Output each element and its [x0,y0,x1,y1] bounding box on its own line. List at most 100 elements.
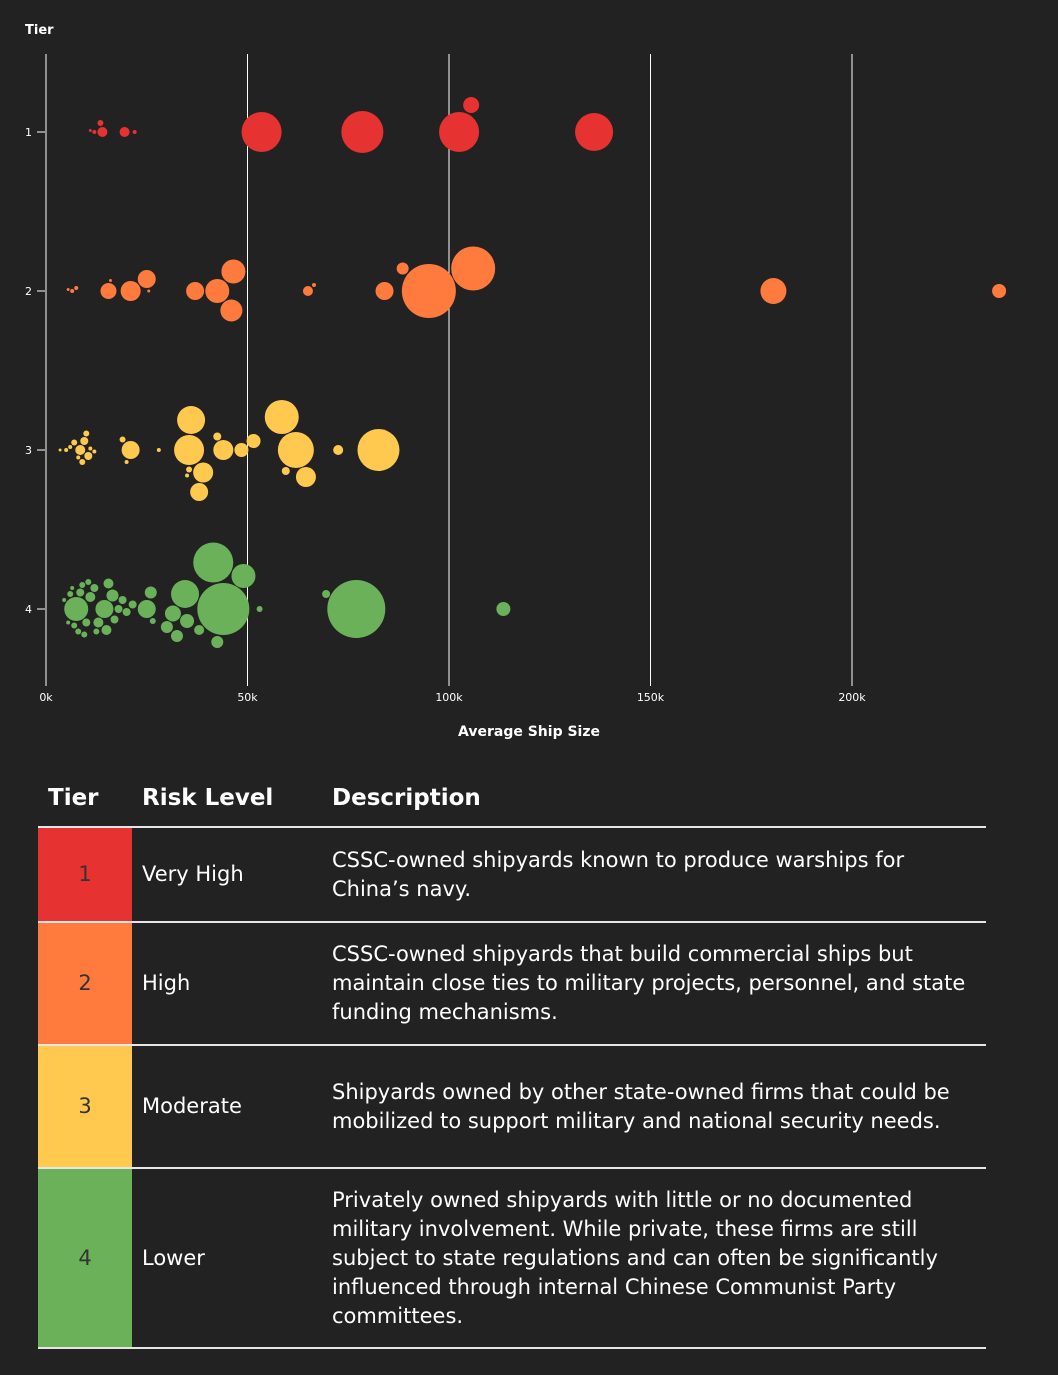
x-axis: 0k 50k 100k 150k 200k [39,691,866,704]
tier-cell: 1 [38,827,132,923]
bubble-tier-2 [137,270,156,288]
bubble-tier-3 [264,400,299,434]
bubble-tier-2 [147,289,151,293]
bubble-tier-4 [149,618,156,624]
bubble-tier-2 [100,283,117,299]
bubble-tier-4 [71,622,78,629]
bubbles [58,97,1007,648]
bubble-tier-4 [160,621,173,633]
bubble-tier-2 [186,282,205,300]
bubble-tier-4 [66,620,71,625]
bubble-tier-3 [84,452,93,460]
bubble-tier-3 [76,455,81,460]
bubble-tier-1 [97,120,104,126]
bubble-tier-4 [211,636,224,648]
bubble-tier-1 [463,97,480,113]
bubble-tier-4 [95,600,114,618]
bubble-tier-1 [575,113,614,151]
bubble-tier-3 [186,466,193,473]
bubble-tier-3 [213,440,234,460]
bubble-tier-3 [193,462,214,483]
bubble-tier-3 [281,467,290,475]
bubble-tier-1 [92,130,97,134]
bubble-tier-4 [194,625,205,635]
y-tick-label: 1 [25,126,32,139]
bubble-tier-4 [62,598,67,602]
bubble-tier-1 [241,112,282,152]
bubble-tier-4 [64,597,89,621]
bubble-tier-1 [341,111,384,153]
bubble-tier-2 [302,286,313,296]
bubble-tier-4 [82,618,91,627]
bubble-tier-2 [70,289,75,293]
bubble-tier-4 [110,615,119,624]
bubble-tier-3 [68,445,73,449]
bubble-tier-4 [79,582,86,588]
risk-cell: Lower [132,1168,322,1349]
tier-cell: 3 [38,1045,132,1169]
bubble-tier-3 [234,443,249,457]
bubble-tier-4 [322,590,331,598]
bubble-tier-3 [277,432,314,468]
bubble-tier-3 [121,441,140,459]
bubble-tier-4 [103,578,114,589]
table-header-row: Tier Risk Level Description [38,770,986,828]
bubble-tier-1 [439,112,480,152]
bubble-tier-4 [256,606,263,612]
bubble-tier-2 [220,299,243,322]
bubble-tier-4 [193,542,234,583]
table-row: 4 Lower Privately owned shipyards with l… [38,1168,986,1349]
y-axis: 1 2 3 4 [25,126,45,616]
header-risk-level: Risk Level [132,770,322,828]
bubble-tier-4 [75,628,82,635]
x-tick-label: 200k [838,691,866,704]
y-axis-title: Tier [25,23,54,38]
bubble-tier-3 [174,435,205,465]
bubble-tier-3 [58,448,62,452]
risk-cell: Moderate [132,1045,322,1169]
bubble-tier-3 [213,432,222,441]
table-row: 2 High CSSC-owned shipyards that build c… [38,922,986,1046]
description-cell: Shipyards owned by other state-owned fir… [322,1045,986,1169]
tier-cell: 4 [38,1168,132,1349]
bubble-tier-4 [101,625,112,635]
table-row: 3 Moderate Shipyards owned by other stat… [38,1045,986,1169]
bubble-tier-3 [75,445,86,455]
bubble-tier-3 [88,446,93,451]
bubble-tier-4 [76,588,85,597]
bubble-tier-2 [205,279,230,303]
description-cell: CSSC-owned shipyards that build commerci… [322,922,986,1046]
bubble-tier-2 [66,288,70,291]
bubble-tier-2 [760,278,787,304]
table-row: 1 Very High CSSC-owned shipyards known t… [38,827,986,923]
bubble-tier-3 [295,467,316,487]
bubble-tier-1 [119,127,130,137]
bubble-tier-4 [81,631,88,638]
bubble-tier-4 [137,600,156,618]
bubble-tier-2 [451,246,496,291]
bubble-tier-3 [177,406,206,434]
x-tick-label: 0k [39,691,53,704]
risk-cell: Very High [132,827,322,923]
tier-cell: 2 [38,922,132,1046]
bubble-tier-4 [144,586,157,599]
bubble-tier-2 [74,286,79,290]
risk-cell: High [132,922,322,1046]
bubble-tier-2 [108,279,112,282]
bubble-tier-3 [185,473,190,478]
bubble-chart: 1 2 3 4 0k 50k 100k 150k 200k Tier Average Ship… [25,23,1007,740]
bubble-tier-1 [97,127,108,137]
bubble-tier-4 [118,596,127,604]
y-tick-label: 2 [25,285,32,298]
bubble-tier-4 [170,630,183,642]
bubble-tier-3 [71,439,78,446]
bubble-tier-2 [311,283,316,287]
bubble-tier-4 [85,579,92,585]
bubble-tier-1 [88,129,92,132]
bubble-tier-4 [93,617,104,628]
bubble-tier-3 [190,483,209,501]
bubble-tier-3 [124,460,129,464]
bubble-tier-3 [79,459,86,465]
bubble-tier-3 [64,448,69,452]
description-cell: Privately owned shipyards with little or… [322,1168,986,1349]
